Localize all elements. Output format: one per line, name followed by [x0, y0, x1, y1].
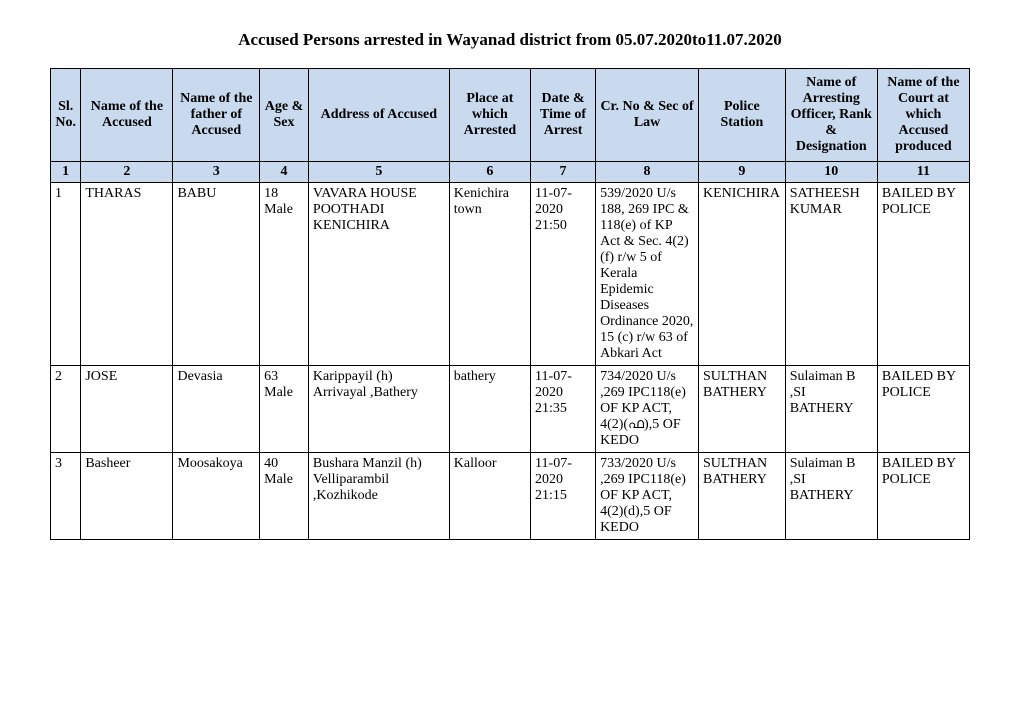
cell-officer: Sulaiman B ,SI BATHERY — [785, 453, 877, 540]
cell-age: 18 Male — [260, 183, 309, 366]
cell-court: BAILED BY POLICE — [877, 453, 969, 540]
col-header-address: Address of Accused — [308, 69, 449, 162]
cell-crno: 539/2020 U/s 188, 269 IPC & 118(e) of KP… — [596, 183, 699, 366]
cell-officer: Sulaiman B ,SI BATHERY — [785, 366, 877, 453]
cell-age: 63 Male — [260, 366, 309, 453]
cell-father: Devasia — [173, 366, 260, 453]
cell-crno: 733/2020 U/s ,269 IPC118(e) OF KP ACT, 4… — [596, 453, 699, 540]
cell-place: bathery — [449, 366, 530, 453]
col-index: 2 — [81, 162, 173, 183]
page-title: Accused Persons arrested in Wayanad dist… — [50, 30, 970, 50]
cell-date: 11-07-2020 21:35 — [531, 366, 596, 453]
cell-address: VAVARA HOUSE POOTHADI KENICHIRA — [308, 183, 449, 366]
col-header-officer: Name of Arresting Officer, Rank & Design… — [785, 69, 877, 162]
cell-slno: 3 — [51, 453, 81, 540]
col-index: 6 — [449, 162, 530, 183]
cell-father: Moosakoya — [173, 453, 260, 540]
cell-place: Kenichira town — [449, 183, 530, 366]
table-row: 1 THARAS BABU 18 Male VAVARA HOUSE POOTH… — [51, 183, 970, 366]
col-header-station: Police Station — [699, 69, 786, 162]
cell-station: SULTHAN BATHERY — [699, 453, 786, 540]
cell-name: THARAS — [81, 183, 173, 366]
col-header-name: Name of the Accused — [81, 69, 173, 162]
col-index: 9 — [699, 162, 786, 183]
cell-date: 11-07-2020 21:15 — [531, 453, 596, 540]
col-index: 11 — [877, 162, 969, 183]
cell-place: Kalloor — [449, 453, 530, 540]
cell-address: Bushara Manzil (h) Velliparambil ,Kozhik… — [308, 453, 449, 540]
table-body: 1 THARAS BABU 18 Male VAVARA HOUSE POOTH… — [51, 183, 970, 540]
cell-slno: 1 — [51, 183, 81, 366]
col-index: 3 — [173, 162, 260, 183]
col-index: 7 — [531, 162, 596, 183]
col-header-date: Date & Time of Arrest — [531, 69, 596, 162]
column-index-row: 1 2 3 4 5 6 7 8 9 10 11 — [51, 162, 970, 183]
cell-court: BAILED BY POLICE — [877, 183, 969, 366]
header-row: Sl. No. Name of the Accused Name of the … — [51, 69, 970, 162]
col-header-father: Name of the father of Accused — [173, 69, 260, 162]
cell-officer: SATHEESH KUMAR — [785, 183, 877, 366]
col-index: 4 — [260, 162, 309, 183]
col-header-crno: Cr. No & Sec of Law — [596, 69, 699, 162]
col-header-slno: Sl. No. — [51, 69, 81, 162]
document-page: Accused Persons arrested in Wayanad dist… — [0, 0, 1020, 580]
table-row: 2 JOSE Devasia 63 Male Karippayil (h) Ar… — [51, 366, 970, 453]
cell-slno: 2 — [51, 366, 81, 453]
col-header-court: Name of the Court at which Accused produ… — [877, 69, 969, 162]
cell-age: 40 Male — [260, 453, 309, 540]
accused-table: Sl. No. Name of the Accused Name of the … — [50, 68, 970, 540]
cell-address: Karippayil (h) Arrivayal ,Bathery — [308, 366, 449, 453]
cell-date: 11-07-2020 21:50 — [531, 183, 596, 366]
cell-court: BAILED BY POLICE — [877, 366, 969, 453]
cell-name: JOSE — [81, 366, 173, 453]
col-index: 1 — [51, 162, 81, 183]
col-header-place: Place at which Arrested — [449, 69, 530, 162]
table-row: 3 Basheer Moosakoya 40 Male Bushara Manz… — [51, 453, 970, 540]
col-index: 10 — [785, 162, 877, 183]
col-header-age: Age & Sex — [260, 69, 309, 162]
cell-station: SULTHAN BATHERY — [699, 366, 786, 453]
cell-name: Basheer — [81, 453, 173, 540]
col-index: 8 — [596, 162, 699, 183]
col-index: 5 — [308, 162, 449, 183]
cell-crno: 734/2020 U/s ,269 IPC118(e) OF KP ACT, 4… — [596, 366, 699, 453]
cell-station: KENICHIRA — [699, 183, 786, 366]
cell-father: BABU — [173, 183, 260, 366]
